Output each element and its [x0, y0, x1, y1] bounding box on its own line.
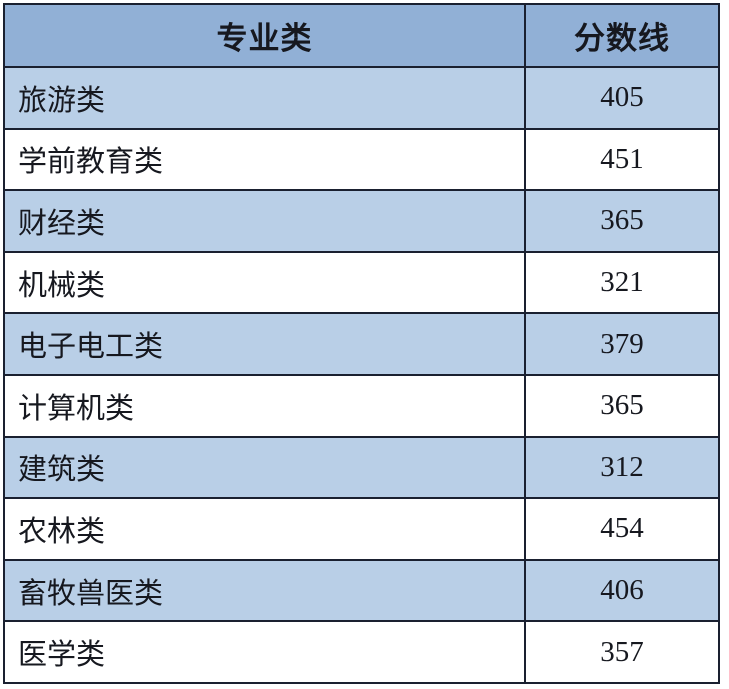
table-row: 学前教育类 451: [3, 127, 720, 192]
score-cell: 405: [524, 66, 720, 130]
table-row: 财经类 365: [3, 189, 720, 253]
header-cell-category: 专业类: [3, 3, 526, 68]
score-cell: 406: [524, 558, 720, 623]
table-row: 计算机类 365: [3, 373, 720, 438]
score-cell: 365: [524, 189, 720, 253]
header-row: 专业类 分数线: [3, 3, 720, 68]
category-cell: 财经类: [3, 189, 526, 253]
table-row: 农林类 454: [3, 497, 720, 561]
score-cell: 321: [524, 250, 720, 315]
score-cell: 365: [524, 373, 720, 438]
category-cell: 计算机类: [3, 373, 526, 438]
table-row: 医学类 357: [3, 620, 720, 684]
table-row: 畜牧兽医类 406: [3, 558, 720, 623]
category-cell: 旅游类: [3, 66, 526, 130]
table-row: 机械类 321: [3, 250, 720, 315]
table-header: 专业类 分数线: [3, 3, 720, 68]
table-row: 旅游类 405: [3, 66, 720, 130]
score-cell: 379: [524, 312, 720, 376]
category-cell: 农林类: [3, 497, 526, 561]
score-cell: 451: [524, 127, 720, 192]
category-cell: 学前教育类: [3, 127, 526, 192]
table-row: 建筑类 312: [3, 435, 720, 500]
score-cell: 312: [524, 435, 720, 500]
score-table: 专业类 分数线 旅游类 405 学前教育类 451 财经类 365 机械类 32…: [3, 3, 720, 684]
category-cell: 医学类: [3, 620, 526, 684]
score-cell: 454: [524, 497, 720, 561]
category-cell: 畜牧兽医类: [3, 558, 526, 623]
table-row: 电子电工类 379: [3, 312, 720, 376]
category-cell: 电子电工类: [3, 312, 526, 376]
category-cell: 建筑类: [3, 435, 526, 500]
score-cell: 357: [524, 620, 720, 684]
category-cell: 机械类: [3, 250, 526, 315]
table-body: 旅游类 405 学前教育类 451 财经类 365 机械类 321 电子电工类 …: [3, 66, 720, 684]
header-cell-score: 分数线: [524, 3, 720, 68]
